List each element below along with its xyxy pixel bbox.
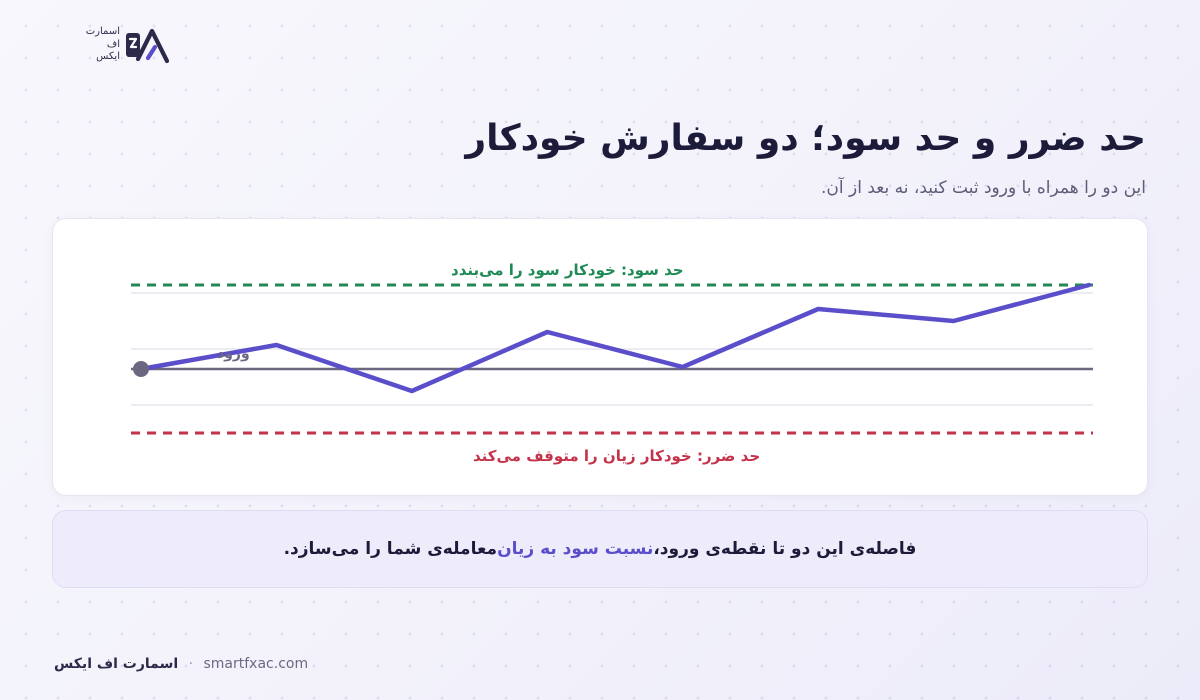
footer: اسمارت اف ایکس · smartfxac.com (54, 656, 308, 672)
stop-loss-label: حد ضرر: خودکار زیان را متوقف می‌کند (473, 447, 760, 465)
footer-website: smartfxac.com (203, 656, 309, 672)
price-path-line (138, 282, 1092, 394)
page-subtitle: این دو را همراه با ورود ثبت کنید، نه بعد… (820, 178, 1146, 198)
footer-brand: اسمارت اف ایکس (54, 656, 179, 672)
logo-line-2: اف (106, 38, 120, 50)
note-text-after: معامله‌ی شما را می‌سازد. (283, 539, 498, 559)
logo-line-1: اسمارت (85, 26, 120, 37)
stop-loss-take-profit-chart: حد سود: خودکار سود را می‌بندد حد ضرر: خو… (131, 261, 1093, 465)
chart-card: حد سود: خودکار سود را می‌بندد حد ضرر: خو… (52, 218, 1148, 496)
logo-wordmark: اسمارت اف ایکس (76, 26, 120, 64)
entry-label: ورود (217, 346, 250, 362)
footer-separator: · (188, 656, 194, 672)
risk-reward-highlight: نسبت سود به زیان (497, 539, 654, 559)
logo-line-3: ایکس (96, 51, 120, 62)
page-title: حد ضرر و حد سود؛ دو سفارش خودکار (465, 118, 1146, 159)
logo-mark-icon (126, 28, 170, 64)
take-profit-label: حد سود: خودکار سود را می‌بندد (451, 261, 684, 279)
note-text-before: فاصله‌ی این دو تا نقطه‌ی ورود، (653, 539, 917, 559)
risk-reward-note: فاصله‌ی این دو تا نقطه‌ی ورود، نسبت سود … (52, 510, 1148, 588)
brand-logo: اسمارت اف ایکس (76, 24, 172, 68)
entry-point-marker (133, 361, 149, 377)
